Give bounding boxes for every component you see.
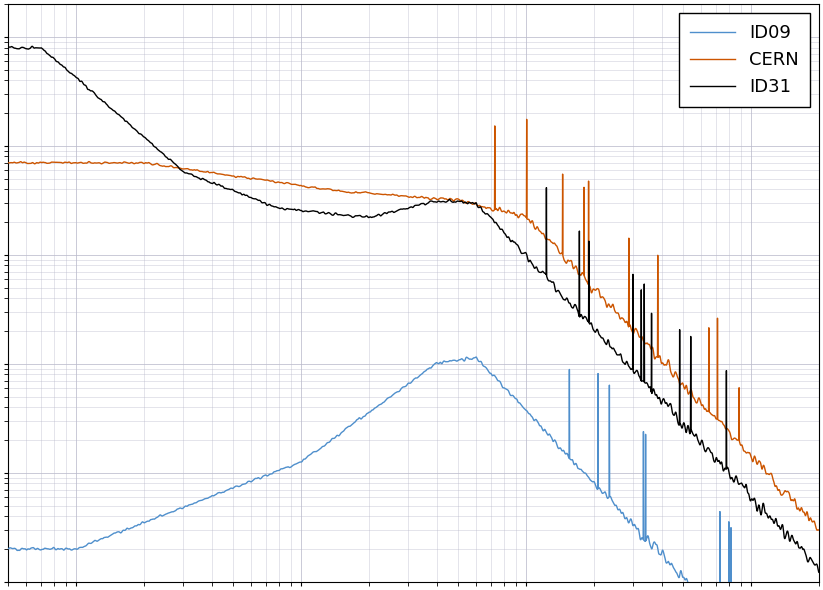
CERN [95,160,105,167]
CERN [711,415,721,422]
ID31 [350,213,360,220]
ID31 [711,455,721,463]
ID31 [27,42,37,50]
CERN [314,185,324,192]
ID09 [472,353,481,360]
ID31 [3,43,13,50]
ID09 [144,517,154,525]
CERN [144,159,154,166]
ID09 [314,446,324,453]
CERN [798,509,808,516]
ID31 [314,210,324,217]
CERN [349,189,359,196]
ID09 [3,545,13,552]
ID31 [814,569,823,576]
CERN [522,116,532,123]
ID09 [349,419,359,426]
ID09 [95,535,105,542]
CERN [812,527,822,534]
Line: CERN: CERN [8,119,819,530]
CERN [3,159,13,166]
CERN [814,526,823,533]
ID31 [144,138,154,145]
ID31 [96,96,106,103]
Line: ID31: ID31 [8,46,819,572]
Line: ID09: ID09 [8,357,819,590]
ID31 [798,546,808,553]
Legend: ID09, CERN, ID31: ID09, CERN, ID31 [679,13,810,107]
